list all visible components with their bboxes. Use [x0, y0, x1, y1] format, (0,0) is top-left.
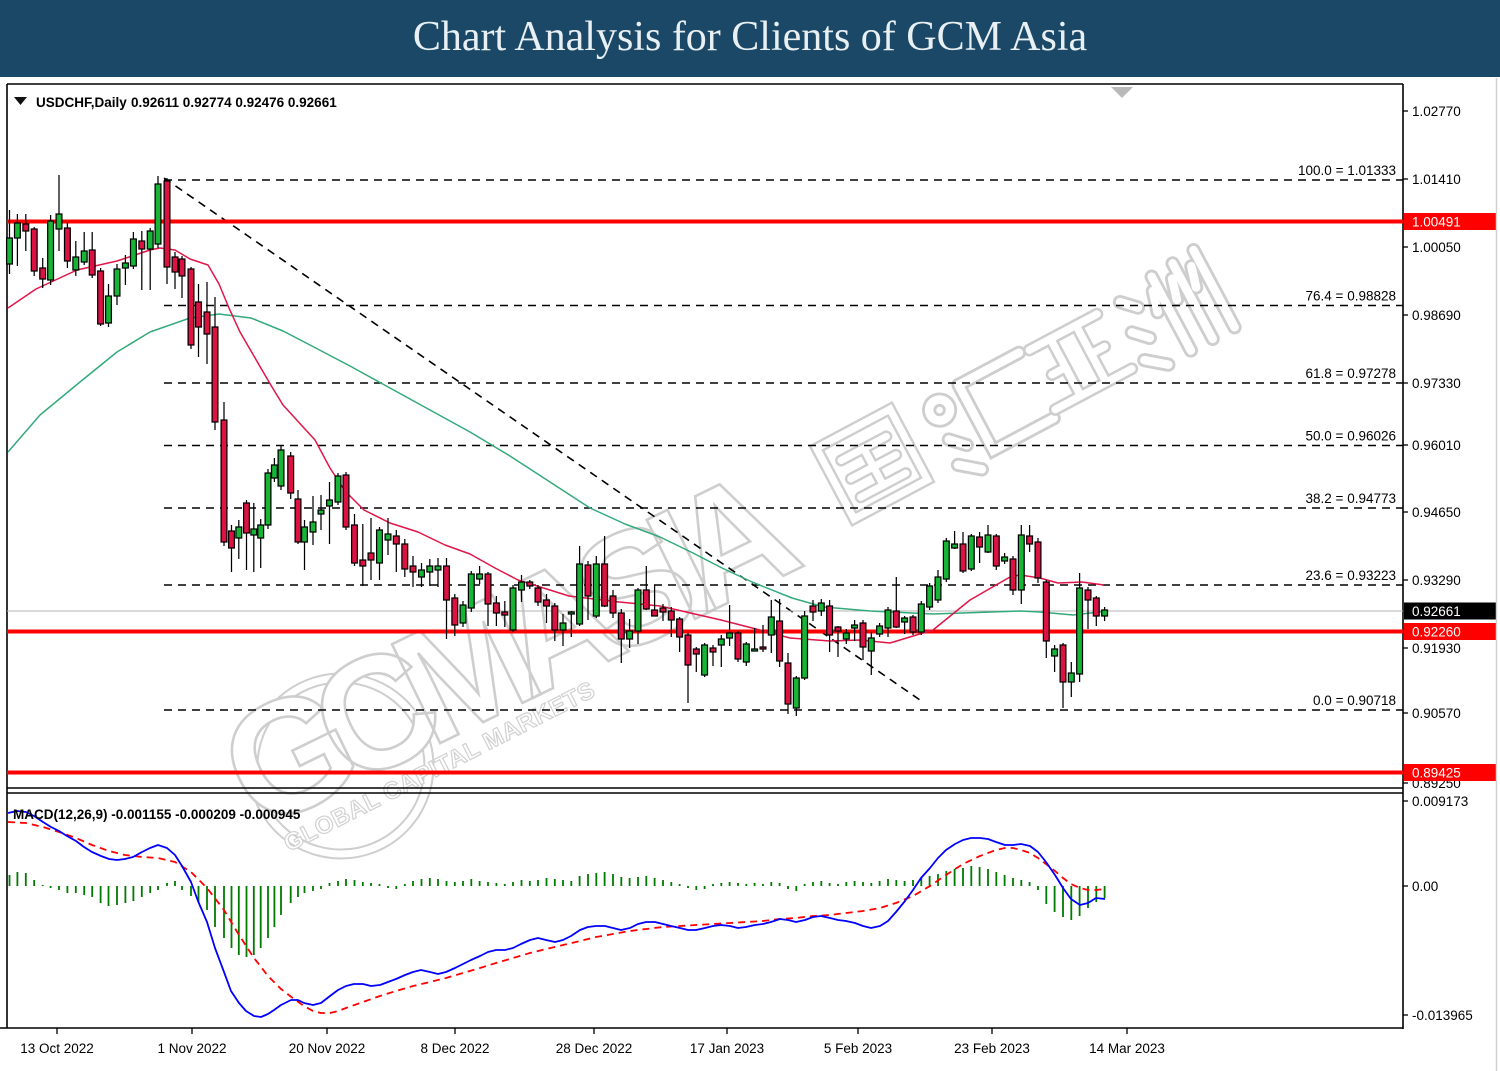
svg-text:USDCHF,Daily: USDCHF,Daily: [36, 95, 127, 110]
svg-text:23 Feb 2023: 23 Feb 2023: [954, 1041, 1030, 1056]
svg-text:0.98690: 0.98690: [1412, 308, 1461, 323]
svg-text:-0.013965: -0.013965: [1412, 1008, 1473, 1023]
svg-text:14 Mar 2023: 14 Mar 2023: [1089, 1041, 1165, 1056]
svg-text:0.89425: 0.89425: [1412, 766, 1461, 781]
svg-text:50.0 = 0.96026: 50.0 = 0.96026: [1306, 429, 1396, 444]
svg-text:1.02770: 1.02770: [1412, 104, 1461, 119]
svg-text:0.009173: 0.009173: [1412, 794, 1468, 809]
svg-text:0.92661: 0.92661: [1412, 604, 1461, 619]
svg-text:0.94650: 0.94650: [1412, 505, 1461, 520]
svg-text:Chart Analysis for Clients of: Chart Analysis for Clients of GCM Asia: [413, 14, 1088, 60]
svg-text:38.2 = 0.94773: 38.2 = 0.94773: [1306, 491, 1396, 506]
svg-text:100.0 = 1.01333: 100.0 = 1.01333: [1298, 163, 1396, 178]
svg-text:61.8 = 0.97278: 61.8 = 0.97278: [1306, 366, 1396, 381]
svg-text:1.00491: 1.00491: [1412, 215, 1461, 230]
svg-text:8 Dec 2022: 8 Dec 2022: [420, 1041, 489, 1056]
svg-text:0.97330: 0.97330: [1412, 376, 1461, 391]
svg-text:0.92260: 0.92260: [1412, 625, 1461, 640]
svg-text:1 Nov 2022: 1 Nov 2022: [157, 1041, 226, 1056]
svg-text:23.6 = 0.93223: 23.6 = 0.93223: [1306, 568, 1396, 583]
svg-text:5 Feb 2023: 5 Feb 2023: [824, 1041, 892, 1056]
svg-text:0.00: 0.00: [1412, 879, 1438, 894]
svg-text:28 Dec 2022: 28 Dec 2022: [556, 1041, 633, 1056]
svg-text:1.01410: 1.01410: [1412, 172, 1461, 187]
svg-text:MACD(12,26,9) -0.001155 -0.000: MACD(12,26,9) -0.001155 -0.000209 -0.000…: [13, 807, 301, 822]
svg-text:0.93290: 0.93290: [1412, 573, 1461, 588]
svg-text:0.0 = 0.90718: 0.0 = 0.90718: [1313, 693, 1396, 708]
svg-text:17 Jan 2023: 17 Jan 2023: [690, 1041, 764, 1056]
svg-text:0.91930: 0.91930: [1412, 641, 1461, 656]
svg-text:20 Nov 2022: 20 Nov 2022: [289, 1041, 366, 1056]
svg-text:1.00050: 1.00050: [1412, 240, 1461, 255]
svg-text:0.92611 0.92774 0.92476 0.9266: 0.92611 0.92774 0.92476 0.92661: [131, 95, 337, 110]
svg-text:0.96010: 0.96010: [1412, 438, 1461, 453]
svg-text:13 Oct 2022: 13 Oct 2022: [20, 1041, 94, 1056]
svg-text:76.4 = 0.98828: 76.4 = 0.98828: [1306, 289, 1396, 304]
svg-text:0.90570: 0.90570: [1412, 706, 1461, 721]
